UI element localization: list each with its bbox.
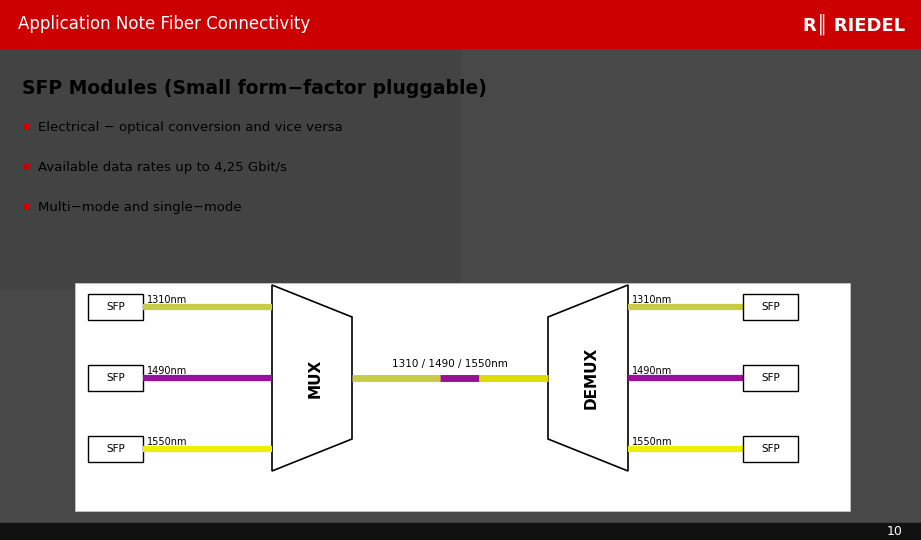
Polygon shape: [548, 285, 628, 471]
Bar: [88, 365, 143, 391]
Bar: [0, 523, 921, 540]
Text: 1310 / 1490 / 1550nm: 1310 / 1490 / 1550nm: [392, 359, 508, 369]
Text: SFP: SFP: [761, 373, 780, 383]
Bar: [0, 48, 460, 288]
Text: 1490nm: 1490nm: [632, 366, 672, 376]
Text: SFP: SFP: [106, 302, 125, 312]
Text: 1550nm: 1550nm: [632, 437, 672, 447]
Bar: [743, 365, 798, 391]
Text: 1310nm: 1310nm: [632, 295, 672, 305]
Text: 10: 10: [887, 525, 903, 538]
Bar: [88, 294, 143, 320]
Bar: [743, 294, 798, 320]
Text: R║ RIEDEL: R║ RIEDEL: [803, 14, 905, 35]
Text: SFP: SFP: [106, 373, 125, 383]
Text: SFP: SFP: [106, 444, 125, 454]
Text: 1310nm: 1310nm: [147, 295, 187, 305]
Text: Multi−mode and single−mode: Multi−mode and single−mode: [38, 200, 241, 213]
Text: SFP Modules (Small form−factor pluggable): SFP Modules (Small form−factor pluggable…: [22, 78, 487, 98]
Bar: [743, 436, 798, 462]
Bar: [75, 283, 850, 511]
Text: 1490nm: 1490nm: [147, 366, 187, 376]
Text: SFP: SFP: [761, 302, 780, 312]
Text: DEMUX: DEMUX: [584, 347, 599, 409]
Text: Available data rates up to 4,25 Gbit/s: Available data rates up to 4,25 Gbit/s: [38, 160, 287, 173]
Polygon shape: [272, 285, 352, 471]
Bar: [88, 436, 143, 462]
Text: Electrical − optical conversion and vice versa: Electrical − optical conversion and vice…: [38, 120, 343, 133]
Text: SFP: SFP: [761, 444, 780, 454]
Text: MUX: MUX: [308, 359, 322, 397]
Text: 1550nm: 1550nm: [147, 437, 188, 447]
Bar: [0, 0, 921, 48]
Text: Application Note Fiber Connectivity: Application Note Fiber Connectivity: [18, 15, 310, 33]
